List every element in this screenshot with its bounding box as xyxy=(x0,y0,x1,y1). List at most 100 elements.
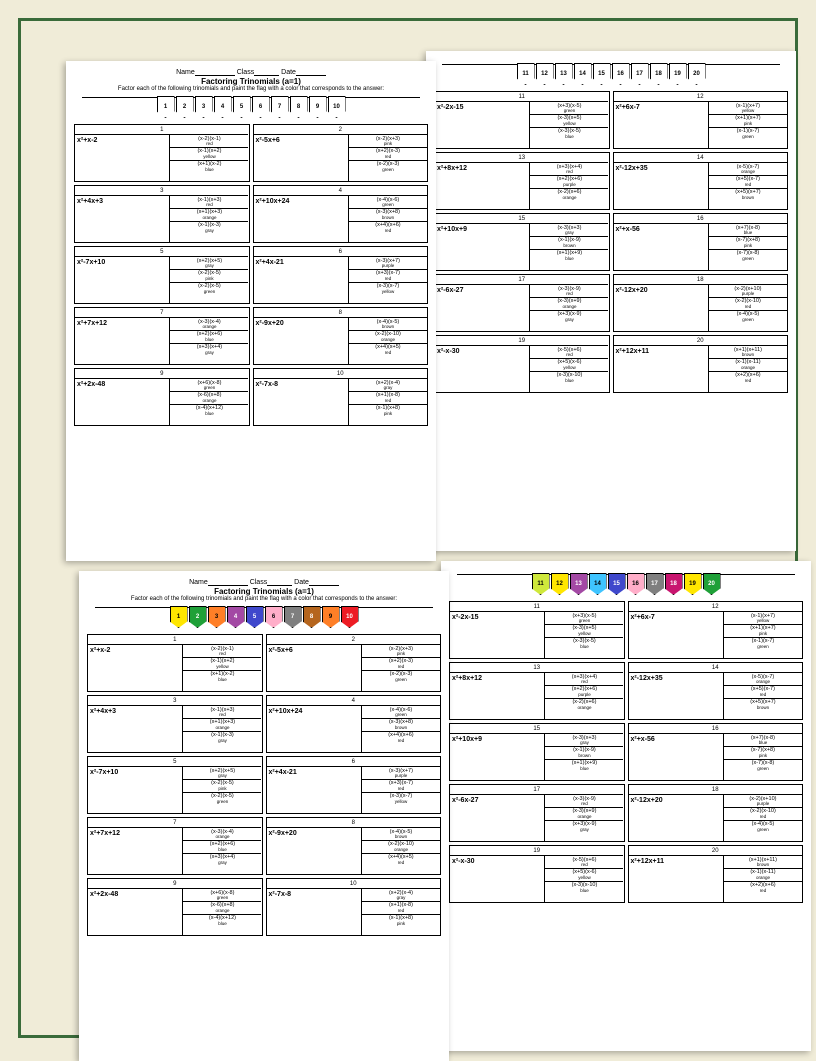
worksheet-title: Factoring Trinomials (a=1) xyxy=(87,587,441,596)
flag-10: 10 xyxy=(341,606,359,628)
problem-expression: x²+8x+12 xyxy=(435,163,530,209)
problem-expression: x²-7x-8 xyxy=(267,889,362,935)
answer-option: (x-2)(x+6)orange xyxy=(530,189,608,201)
answer-option: (x+4)(x+5)red xyxy=(349,344,427,356)
answer-option: (x-2)(x+10)purple xyxy=(709,285,787,298)
problem-cell-4: 4 x²+10x+24 (x-4)(x-6)green(x-3)(x+8)bro… xyxy=(253,185,429,243)
answer-option: (x-3)(x+8)brown xyxy=(349,209,427,222)
answer-option: (x-3)(x-5)blue xyxy=(530,128,608,140)
answer-option: (x-5)(x+6)red xyxy=(545,856,623,869)
answer-option: (x-3)(x-7)yellow xyxy=(362,793,440,805)
answer-option: (x+1)(x+3)orange xyxy=(183,719,261,732)
problem-expression: x²-7x-8 xyxy=(254,379,349,425)
answer-option: (x-2)(x-5)green xyxy=(170,283,248,295)
answer-list: (x-1)(x+3)red(x+1)(x+3)orange(x-1)(x-3)g… xyxy=(183,706,261,752)
problem-cell-5: 5 x²-7x+10 (x+2)(x+5)gray(x-2)(x-5)pink(… xyxy=(74,246,250,304)
problem-number: 17 xyxy=(435,275,608,285)
problem-expression: x²-9x+20 xyxy=(254,318,349,364)
problem-number: 13 xyxy=(450,663,623,673)
problem-number: 7 xyxy=(88,818,261,828)
flag-18: 18 xyxy=(650,63,668,85)
problem-grid: 1 x²+x-2 (x-2)(x-1)red(x-1)(x+2)yellow(x… xyxy=(74,124,428,426)
flag-16: 16 xyxy=(612,63,630,85)
answer-list: (x-3)(x+3)gray(x-1)(x-9)brown(x+1)(x+9)b… xyxy=(545,734,623,780)
worksheet-title: Factoring Trinomials (a=1) xyxy=(74,77,428,86)
answer-option: (x+3)(x+4)gray xyxy=(183,854,261,866)
problem-cell-15: 15 x²+10x+9 (x-3)(x+3)gray(x-1)(x-9)brow… xyxy=(434,213,610,271)
flag-3: 3 xyxy=(208,606,226,628)
answer-list: (x-3)(x+7)purple(x+3)(x-7)red(x-3)(x-7)y… xyxy=(349,257,427,303)
answer-option: (x-1)(x-3)gray xyxy=(183,732,261,744)
answer-option: (x-2)(x+3)pink xyxy=(362,645,440,658)
problem-cell-7: 7 x²+7x+12 (x-3)(x-4)orange(x+2)(x+6)blu… xyxy=(87,817,263,875)
answer-option: (x+3)(x-9)gray xyxy=(545,821,623,833)
answer-option: (x-3)(x-10)blue xyxy=(545,882,623,894)
flag-9: 9 xyxy=(309,96,327,118)
problem-number: 14 xyxy=(629,663,802,673)
problem-number: 8 xyxy=(267,818,440,828)
answer-list: (x+2)(x-4)gray(x+1)(x-8)red(x-1)(x+8)pin… xyxy=(349,379,427,425)
flag-15: 15 xyxy=(593,63,611,85)
problem-expression: x²-12x+20 xyxy=(629,795,724,841)
flag-9: 9 xyxy=(322,606,340,628)
answer-option: (x+1)(x-8)red xyxy=(349,392,427,405)
problem-number: 20 xyxy=(614,336,787,346)
problem-expression: x²+12x+11 xyxy=(629,856,724,902)
flag-5: 5 xyxy=(246,606,264,628)
problem-cell-3: 3 x²+4x+3 (x-1)(x+3)red(x+1)(x+3)orange(… xyxy=(74,185,250,243)
flag-2: 2 xyxy=(189,606,207,628)
problem-expression: x²-12x+35 xyxy=(614,163,709,209)
problem-cell-12: 12 x²+6x-7 (x-1)(x+7)yellow(x+1)(x+7)pin… xyxy=(613,91,789,149)
flag-banner: 11121314151617181920 xyxy=(434,63,788,85)
answer-option: (x-1)(x+8)pink xyxy=(349,405,427,417)
answer-option: (x+3)(x+4)gray xyxy=(170,344,248,356)
answer-option: (x-3)(x-4)orange xyxy=(183,828,261,841)
problem-expression: x²+10x+9 xyxy=(435,224,530,270)
flag-13: 13 xyxy=(555,63,573,85)
answer-list: (x-5)(x-7)orange(x+5)(x-7)red(x+5)(x+7)b… xyxy=(724,673,802,719)
problem-number: 3 xyxy=(75,186,248,196)
answer-option: (x-2)(x-1)red xyxy=(183,645,261,658)
answer-option: (x-1)(x+7)yellow xyxy=(709,102,787,115)
problem-number: 19 xyxy=(450,846,623,856)
problem-cell-1: 1 x²+x-2 (x-2)(x-1)red(x-1)(x+2)yellow(x… xyxy=(74,124,250,182)
answer-option: (x-2)(x-3)green xyxy=(362,671,440,683)
problem-cell-12: 12 x²+6x-7 (x-1)(x+7)yellow(x+1)(x+7)pin… xyxy=(628,601,804,659)
problem-number: 17 xyxy=(450,785,623,795)
answer-list: (x-1)(x+7)yellow(x+1)(x+7)pink(x-1)(x-7)… xyxy=(724,612,802,658)
answer-option: (x-2)(x-10)red xyxy=(724,808,802,821)
answer-list: (x+6)(x-8)green(x-6)(x+8)orange(x-4)(x+1… xyxy=(183,889,261,935)
worksheet-header: Name Class Date Factoring Trinomials (a=… xyxy=(74,69,428,92)
answer-option: (x+3)(x-7)red xyxy=(349,270,427,283)
answer-option: (x-7)(x+8)pink xyxy=(724,747,802,760)
answer-option: (x+5)(x-6)yellow xyxy=(530,359,608,372)
problem-number: 16 xyxy=(629,724,802,734)
problem-number: 6 xyxy=(267,757,440,767)
problem-cell-15: 15 x²+10x+9 (x-3)(x+3)gray(x-1)(x-9)brow… xyxy=(449,723,625,781)
problem-expression: x²+7x+12 xyxy=(75,318,170,364)
answer-option: (x+1)(x+7)pink xyxy=(724,625,802,638)
problem-expression: x²+x-2 xyxy=(75,135,170,181)
answer-option: (x+4)(x+6)red xyxy=(349,222,427,234)
answer-option: (x-5)(x+6)red xyxy=(530,346,608,359)
problem-expression: x²+2x-48 xyxy=(88,889,183,935)
answer-list: (x+7)(x-8)blue(x-7)(x+8)pink(x-7)(x-8)gr… xyxy=(709,224,787,270)
answer-option: (x-4)(x-5)green xyxy=(709,311,787,323)
problem-expression: x²+x-2 xyxy=(88,645,183,691)
answer-option: (x-1)(x-11)orange xyxy=(724,869,802,882)
answer-list: (x+6)(x-8)green(x-6)(x+8)orange(x-4)(x+1… xyxy=(170,379,248,425)
problem-cell-6: 6 x²+4x-21 (x-3)(x+7)purple(x+3)(x-7)red… xyxy=(253,246,429,304)
answer-list: (x-3)(x-9)red(x-3)(x+9)orange(x+3)(x-9)g… xyxy=(530,285,608,331)
answer-option: (x-1)(x-9)brown xyxy=(530,237,608,250)
flag-6: 6 xyxy=(265,606,283,628)
answer-option: (x-4)(x+12)blue xyxy=(183,915,261,927)
problem-expression: x²+6x-7 xyxy=(629,612,724,658)
answer-option: (x+7)(x-8)blue xyxy=(724,734,802,747)
problem-cell-14: 14 x²-12x+35 (x-5)(x-7)orange(x+5)(x-7)r… xyxy=(628,662,804,720)
problem-number: 18 xyxy=(614,275,787,285)
problem-number: 12 xyxy=(614,92,787,102)
answer-option: (x-3)(x-9)red xyxy=(530,285,608,298)
flag-18: 18 xyxy=(665,573,683,595)
problem-number: 10 xyxy=(267,879,440,889)
answer-option: (x-3)(x-5)blue xyxy=(545,638,623,650)
